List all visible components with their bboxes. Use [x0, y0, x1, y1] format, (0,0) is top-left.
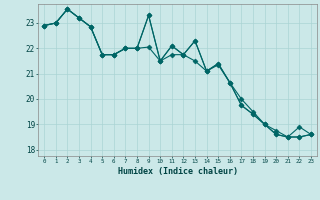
- X-axis label: Humidex (Indice chaleur): Humidex (Indice chaleur): [118, 167, 238, 176]
